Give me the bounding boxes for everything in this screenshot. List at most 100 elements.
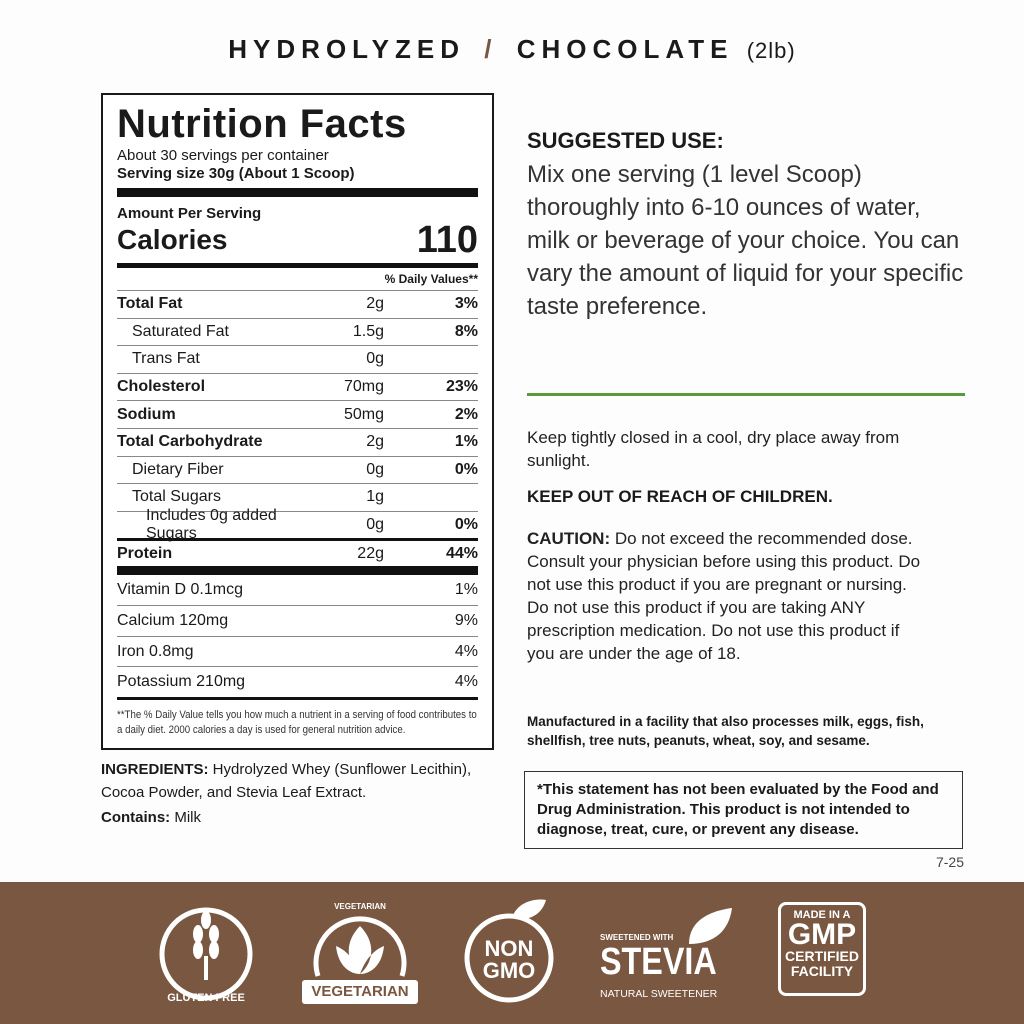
suggested-use-title: SUGGESTED USE: (527, 128, 724, 153)
nutrient-amount: 1.5g (352, 322, 384, 340)
leaf-icon (313, 916, 407, 977)
vitamin-dv: 9% (454, 612, 478, 630)
wheat-icon (159, 907, 253, 1001)
ingredients-label: INGREDIENTS: (101, 761, 209, 778)
gmp-certified-text: CERTIFIED (785, 948, 859, 964)
badge-band: GLUTEN FREE VEGETARIAN VEGETARIAN NON GMO… (0, 882, 1024, 1024)
nutrient-row: Saturated Fat 1.5g 8% (117, 317, 478, 346)
nutrient-name: Total Fat (117, 295, 183, 313)
nutrient-name: Saturated Fat (132, 322, 229, 340)
fda-disclaimer: *This statement has not been evaluated b… (524, 771, 963, 849)
nutrient-name: Total Carbohydrate (117, 433, 263, 451)
vitamin-dv: 4% (454, 642, 478, 660)
vitamin-name: Iron 0.8mg (117, 642, 194, 660)
ingredients-text: Hydrolyzed Whey (Sunflower Lecithin), Co… (101, 761, 472, 801)
version-code: 7-25 (935, 854, 964, 870)
nutrient-row: Dietary Fiber 0g 0% (117, 455, 478, 484)
nutrient-dv: 8% (454, 322, 478, 340)
suggested-use-text: Mix one serving (1 level Scoop) thorough… (527, 161, 964, 320)
allergen-statement: Manufactured in a facility that also pro… (527, 714, 924, 748)
nutrient-dv: 0% (454, 460, 478, 478)
suggested-use: SUGGESTED USE: Mix one serving (1 level … (527, 128, 967, 323)
divider (117, 188, 478, 197)
stevia-text: STEVIA (600, 941, 717, 983)
vitamin-name: Calcium 120mg (117, 612, 229, 630)
caution-label: CAUTION: (527, 529, 611, 548)
nutrient-dv: 2% (454, 405, 478, 423)
nutrient-amount: 0g (366, 350, 384, 368)
nutrient-row: Sodium 50mg 2% (117, 400, 478, 428)
nutrient-amount: 22g (357, 544, 384, 562)
vegetarian-label: VEGETARIAN (302, 980, 418, 1004)
calories-row: Calories 110 (117, 219, 478, 261)
contains-label: Contains: (101, 809, 171, 826)
stevia-leaf-icon (689, 908, 732, 944)
ingredients: INGREDIENTS: Hydrolyzed Whey (Sunflower … (101, 758, 491, 829)
divider (117, 263, 478, 268)
vitamin-dv: 1% (454, 581, 478, 599)
nutrient-dv: 1% (454, 433, 478, 451)
nutrient-dv: 44% (445, 544, 478, 562)
nutrient-amount: 1g (366, 488, 384, 506)
nutrient-name: Cholesterol (117, 378, 206, 396)
vitamin-name: Vitamin D 0.1mcg (117, 581, 243, 599)
gmo-text: GMO (482, 958, 536, 983)
serving-size: Serving size 30g (About 1 Scoop) (117, 165, 355, 182)
vitamin-row: Potassium 210mg 4% (117, 666, 478, 697)
nutrient-amount: 2g (366, 433, 384, 451)
vitamin-name: Potassium 210mg (117, 673, 246, 691)
vegetarian-top-text: VEGETARIAN (334, 902, 386, 911)
caution: CAUTION: Do not exceed the recommended d… (527, 527, 922, 665)
vitamin-dv: 4% (454, 673, 478, 691)
separator: / (484, 34, 498, 64)
amount-per-serving: Amount Per Serving (117, 205, 262, 222)
product-title: HYDROLYZED / CHOCOLATE (2lb) (0, 34, 1024, 65)
calories-value: 110 (416, 219, 478, 261)
nutrient-amount: 0g (366, 460, 384, 478)
vitamin-row: Iron 0.8mg 4% (117, 635, 478, 667)
nutrient-dv: 0% (454, 516, 478, 534)
dv-header: % Daily Values** (384, 272, 478, 286)
gmp-text: GMP (787, 918, 857, 951)
vitamin-row: Calcium 120mg 9% (117, 605, 478, 636)
nutrient-amount: 70mg (343, 378, 384, 396)
gmp-facility-text: FACILITY (790, 963, 854, 979)
nutrition-title: Nutrition Facts (117, 102, 407, 146)
nutrient-row: Cholesterol 70mg 23% (117, 372, 478, 401)
nutrient-name: Sodium (117, 405, 176, 423)
nutrition-facts-panel: Nutrition Facts About 30 servings per co… (101, 93, 494, 750)
nutrient-dv: 23% (445, 378, 478, 396)
nutrient-amount: 50mg (343, 405, 384, 423)
nutrient-row: Total Sugars 1g (117, 483, 478, 511)
divider (117, 696, 478, 700)
nutrient-dv: 3% (454, 295, 478, 313)
non-gmo-leaf-icon (464, 899, 554, 1003)
product-name: HYDROLYZED (228, 34, 466, 64)
vitamin-row: Vitamin D 0.1mcg 1% (117, 575, 478, 606)
nutrient-name: Trans Fat (132, 350, 200, 368)
nutrient-row: Includes 0g added Sugars 0g 0% (117, 507, 478, 542)
gmp-badge: MADE IN A GMP CERTIFIED FACILITY (778, 902, 866, 996)
stevia-top-text: SWEETENED WITH (600, 933, 674, 942)
divider (117, 565, 478, 575)
flavor: CHOCOLATE (516, 34, 734, 64)
caution-text: Do not exceed the recommended dose. Cons… (527, 529, 921, 663)
nutrient-name: Total Sugars (132, 488, 221, 506)
nutrient-amount: 2g (366, 295, 384, 313)
stevia-bottom-text: NATURAL SWEETENER (600, 988, 718, 1000)
calories-label: Calories (117, 224, 228, 255)
storage-text: Keep tightly closed in a cool, dry place… (527, 428, 900, 470)
nutrient-row: Total Carbohydrate 2g 1% (117, 427, 478, 456)
green-divider (527, 393, 965, 396)
stevia-badge: SWEETENED WITH STEVIA NATURAL SWEETENER (600, 896, 735, 1008)
gluten-free-badge: GLUTEN FREE (158, 896, 254, 1008)
nutrient-name: Protein (117, 544, 173, 562)
gluten-free-text: GLUTEN FREE (167, 992, 245, 1004)
non-gmo-badge: NON GMO (462, 896, 556, 1008)
footnote: **The % Daily Value tells you how much a… (117, 708, 477, 736)
servings: About 30 servings per container (117, 147, 329, 164)
gmp-top-text: MADE IN A (793, 909, 851, 921)
non-text: NON (484, 936, 534, 961)
nutrient-row: Protein 22g 44% (117, 538, 478, 566)
keep-out-warning: KEEP OUT OF REACH OF CHILDREN. (527, 487, 833, 506)
